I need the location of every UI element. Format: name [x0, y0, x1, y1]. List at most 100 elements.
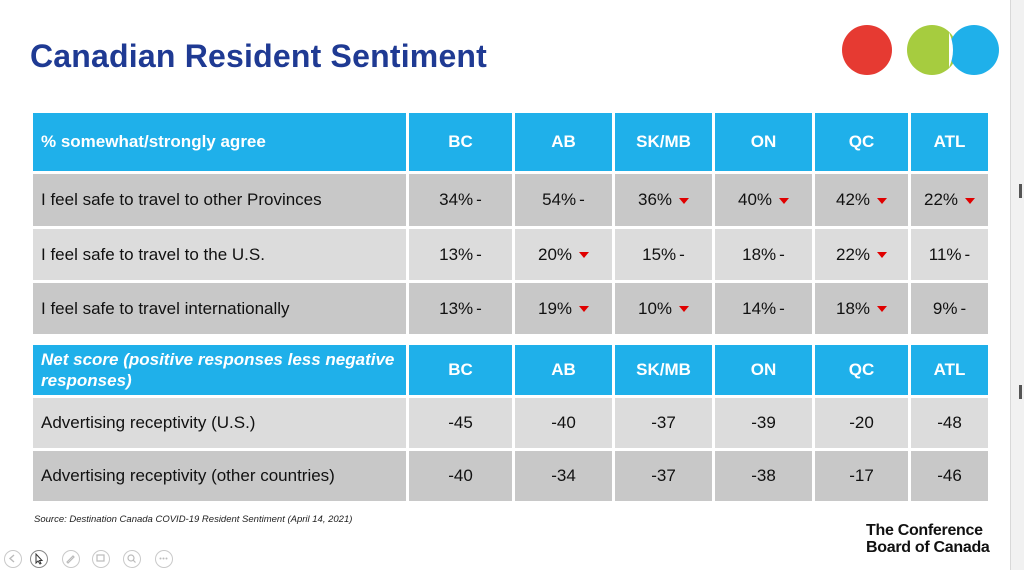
- logo-line-1: The Conference: [866, 522, 983, 539]
- value-cell: 22%: [815, 229, 908, 280]
- value-cell: 36%: [615, 174, 712, 226]
- no-change-marker: -: [964, 244, 971, 264]
- header-ab: AB: [515, 345, 612, 395]
- down-arrow-icon: [779, 197, 790, 204]
- value-cell: 42%: [815, 174, 908, 226]
- percent-value: 11%: [928, 244, 962, 264]
- no-change-marker: -: [679, 244, 685, 264]
- score-cell: -46: [911, 451, 988, 501]
- table-row: I feel safe to travel to the U.S. 13% -20%…: [33, 229, 988, 280]
- score-cell: -34: [515, 451, 612, 501]
- row-label: Advertising receptivity (U.S.): [33, 398, 406, 448]
- percent-value: 42%: [835, 190, 871, 209]
- pointer-icon[interactable]: [30, 550, 48, 568]
- value-cell: 19%: [515, 283, 612, 334]
- slide-title: Canadian Resident Sentiment: [30, 38, 488, 74]
- percent-value: 14%: [742, 298, 777, 318]
- scroll-marker: [1019, 184, 1022, 198]
- header-qc: QC: [815, 345, 908, 395]
- header-atl: ATL: [911, 113, 988, 171]
- no-change-marker: -: [779, 244, 785, 264]
- value-cell: 11% -: [911, 229, 988, 280]
- table-row: I feel safe to travel internationally 13%…: [33, 283, 988, 334]
- percent-value: 9%: [932, 298, 958, 318]
- header-label: % somewhat/strongly agree: [33, 113, 406, 171]
- pen-icon[interactable]: [62, 550, 80, 568]
- percent-value: 10%: [637, 298, 673, 318]
- score-cell: -40: [515, 398, 612, 448]
- row-label: I feel safe to travel to other Provinces: [33, 174, 406, 226]
- row-label: Advertising receptivity (other countries…: [33, 451, 406, 501]
- value-cell: 22%: [911, 174, 988, 226]
- header-skmb: SK/MB: [615, 113, 712, 171]
- net-score-table: Net score (positive responses less negat…: [30, 342, 991, 504]
- down-arrow-icon: [877, 306, 888, 313]
- percent-value: 13%: [439, 244, 474, 264]
- window-scrollbar[interactable]: [1010, 0, 1024, 570]
- header-on: ON: [715, 113, 812, 171]
- percent-value: 54%: [542, 190, 577, 209]
- row-label: I feel safe to travel internationally: [33, 283, 406, 334]
- value-cell: 18% -: [715, 229, 812, 280]
- score-cell: -39: [715, 398, 812, 448]
- percent-value: 34%: [439, 190, 474, 209]
- value-cell: 14% -: [715, 283, 812, 334]
- overlap-icon: [949, 32, 953, 68]
- down-arrow-icon: [877, 252, 888, 259]
- table-row: I feel safe to travel to other Provinces…: [33, 174, 988, 226]
- down-arrow-icon: [579, 252, 590, 259]
- value-cell: 18%: [815, 283, 908, 334]
- more-icon[interactable]: [155, 550, 173, 568]
- header-atl: ATL: [911, 345, 988, 395]
- table-row: Advertising receptivity (other countries…: [33, 451, 988, 501]
- row-label: I feel safe to travel to the U.S.: [33, 229, 406, 280]
- red-circle-logo: [842, 25, 892, 75]
- percent-value: 22%: [835, 244, 871, 264]
- prev-icon[interactable]: [4, 550, 22, 568]
- no-change-marker: -: [779, 298, 785, 318]
- value-cell: 10%: [615, 283, 712, 334]
- percent-value: 20%: [537, 244, 573, 264]
- value-cell: 15% -: [615, 229, 712, 280]
- score-cell: -48: [911, 398, 988, 448]
- value-cell: 20%: [515, 229, 612, 280]
- percent-value: 15%: [642, 244, 677, 264]
- score-cell: -37: [615, 398, 712, 448]
- header-on: ON: [715, 345, 812, 395]
- down-arrow-icon: [965, 197, 976, 204]
- value-cell: 54% -: [515, 174, 612, 226]
- score-cell: -17: [815, 451, 908, 501]
- score-cell: -45: [409, 398, 512, 448]
- zoom-icon[interactable]: [123, 550, 141, 568]
- percent-value: 36%: [637, 190, 673, 209]
- header-label: Net score (positive responses less negat…: [33, 345, 406, 395]
- no-change-marker: -: [579, 190, 585, 209]
- header-ab: AB: [515, 113, 612, 171]
- down-arrow-icon: [579, 306, 590, 313]
- table-header-row: Net score (positive responses less negat…: [33, 345, 988, 395]
- score-cell: -38: [715, 451, 812, 501]
- score-cell: -40: [409, 451, 512, 501]
- green-circle-logo: [907, 25, 957, 75]
- no-change-marker: -: [476, 298, 482, 318]
- percent-value: 19%: [537, 298, 573, 318]
- percent-value: 40%: [737, 190, 773, 209]
- score-cell: -37: [615, 451, 712, 501]
- conference-board-logo: The Conference Board of Canada: [866, 522, 990, 556]
- no-change-marker: -: [476, 190, 482, 209]
- score-cell: -20: [815, 398, 908, 448]
- slides-icon[interactable]: [92, 550, 110, 568]
- header-bc: BC: [409, 113, 512, 171]
- down-arrow-icon: [679, 197, 690, 204]
- header-skmb: SK/MB: [615, 345, 712, 395]
- no-change-marker: -: [960, 298, 967, 318]
- scroll-marker: [1019, 385, 1022, 399]
- no-change-marker: -: [476, 244, 482, 264]
- percent-value: 22%: [923, 190, 959, 209]
- value-cell: 13% -: [409, 283, 512, 334]
- value-cell: 9% -: [911, 283, 988, 334]
- source-note: Source: Destination Canada COVID-19 Resi…: [34, 514, 353, 525]
- down-arrow-icon: [877, 197, 888, 204]
- value-cell: 40%: [715, 174, 812, 226]
